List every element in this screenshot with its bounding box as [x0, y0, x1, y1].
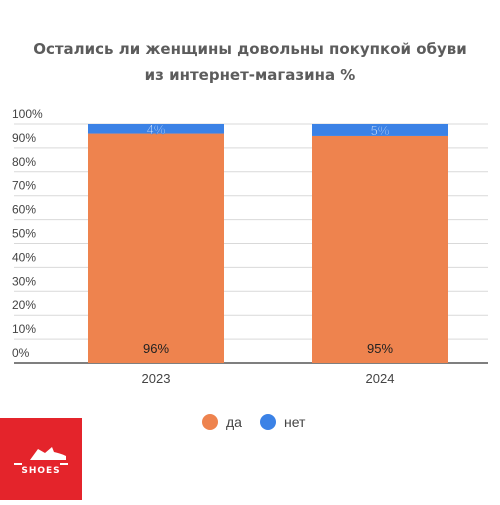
y-tick-label: 40%: [12, 250, 36, 264]
y-tick-label: 100%: [12, 107, 43, 121]
bar-da-2023: [88, 133, 224, 363]
shoes-logo: SHOES: [0, 418, 82, 500]
y-tick-label: 90%: [12, 131, 36, 145]
chart-title-line-2: из интернет-магазина %: [144, 66, 356, 84]
data-label: 96%: [143, 341, 169, 356]
legend-marker-da: [202, 414, 218, 430]
data-label: 95%: [367, 341, 393, 356]
chart-title-line-1: Остались ли женщины довольны покупкой об…: [33, 40, 467, 58]
data-label: 5%: [371, 123, 390, 138]
x-tick-label: 2024: [366, 371, 395, 386]
legend-label: да: [226, 414, 242, 430]
chart-title: Остались ли женщины довольны покупкой об…: [0, 36, 500, 88]
y-tick-label: 0%: [12, 346, 30, 360]
legend-label: нет: [284, 414, 306, 430]
bar-da-2024: [312, 135, 448, 363]
data-label: 4%: [147, 122, 166, 137]
y-tick-label: 60%: [12, 203, 36, 217]
y-tick-label: 70%: [12, 179, 36, 193]
bars: 96% 4% 95% 5%: [88, 121, 448, 363]
y-axis: 0% 10% 20% 30% 40% 50% 60% 70% 80% 90% 100%: [12, 107, 43, 360]
y-tick-label: 50%: [12, 227, 36, 241]
legend-marker-net: [260, 414, 276, 430]
bar-net-2023: [88, 124, 224, 134]
x-tick-label: 2023: [142, 371, 171, 386]
y-tick-label: 30%: [12, 274, 36, 288]
bar-net-2024: [312, 124, 448, 136]
x-axis: 2023 2024: [142, 371, 395, 386]
y-tick-label: 80%: [12, 155, 36, 169]
y-tick-label: 10%: [12, 322, 36, 336]
y-tick-label: 20%: [12, 298, 36, 312]
shoe-icon: [14, 447, 68, 465]
logo-text: SHOES: [21, 466, 61, 476]
legend: да нет: [202, 414, 306, 430]
